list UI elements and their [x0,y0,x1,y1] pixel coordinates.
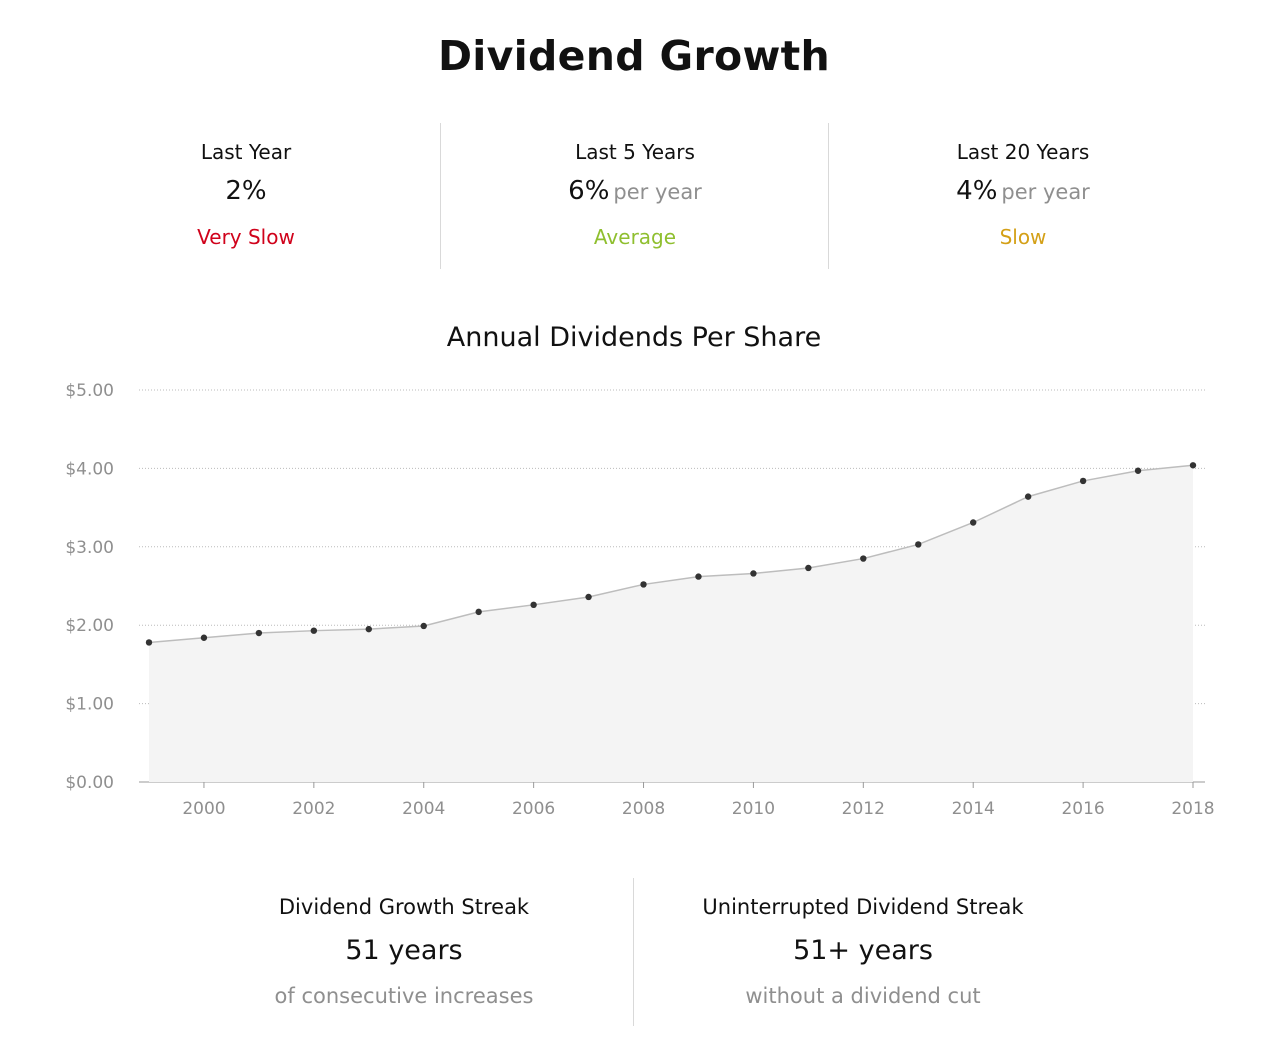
stat-rating: Very Slow [197,225,295,249]
y-tick-label: $2.00 [65,616,114,636]
chart-title: Annual Dividends Per Share [446,322,822,353]
data-point [200,634,208,641]
streak-label: Dividend Growth Streak [278,895,530,919]
data-point [475,608,482,616]
streak-label: Uninterrupted Dividend Streak [702,895,1024,919]
stat-rating: Average [593,225,677,249]
stat-value-suffix: per year [613,180,702,204]
data-point [695,573,702,580]
data-point [805,564,812,572]
page-title: Dividend Growth [437,32,831,80]
stat-last-20-years: Last 20 Years 4% per year Slow [828,123,1217,269]
streak-subtext: of consecutive increases [274,984,534,1008]
dividends-chart: $0.00 $1.00 $2.00 $3.00 $4.00 $5.00 2000 2002 20… [65,381,1214,819]
y-tick-label: $4.00 [65,459,114,479]
growth-stats: Last Year 2% Very Slow Last 5 Years 6% pe… [52,123,1216,269]
stat-value: 2% [52,176,440,206]
x-tick-label: 2016 [1061,799,1104,819]
stat-label: Last 20 Years [956,140,1090,164]
data-point [255,629,263,637]
stat-label: Last Year [200,140,292,164]
data-point [860,555,867,562]
streak-subtext: without a dividend cut [745,984,981,1008]
stat-label: Last 5 Years [575,140,695,164]
streak-stats: Dividend Growth Streak 51 years of conse… [175,878,1091,1026]
data-point [750,570,757,577]
y-tick-label: $3.00 [65,538,114,558]
data-point [1079,477,1087,485]
x-tick-label: 2002 [292,799,335,819]
x-tick-label: 2000 [182,799,225,819]
stat-value-number: 4% [956,176,998,206]
dividend-growth-streak: Dividend Growth Streak 51 years of conse… [175,878,633,1026]
streak-value: 51 years [345,935,463,966]
data-point [530,601,537,609]
data-point [1189,462,1197,469]
data-point [585,593,592,601]
series-area [149,465,1193,782]
stat-value: 4% per year [829,176,1217,206]
data-point [365,625,372,633]
stat-value: 6% per year [441,176,829,206]
stat-last-5-years: Last 5 Years 6% per year Average [440,123,829,269]
x-tick-label: 2008 [622,799,665,819]
stat-last-year: Last Year 2% Very Slow [52,123,440,269]
y-tick-label: $5.00 [65,381,114,401]
x-tick-label: 2004 [402,799,445,819]
stat-value-number: 6% [568,176,610,206]
stat-rating: Slow [999,225,1047,249]
data-point [970,519,977,526]
stat-value-suffix: per year [1001,180,1090,204]
data-point [640,581,647,588]
stat-value-number: 2% [225,176,267,206]
data-point [1134,467,1142,474]
x-tick-label: 2006 [512,799,555,819]
data-point [420,622,427,630]
x-tick-label: 2014 [952,799,995,819]
data-point [145,639,153,646]
data-point [310,627,318,634]
streak-value: 51+ years [793,935,933,966]
uninterrupted-dividend-streak: Uninterrupted Dividend Streak 51+ years … [633,878,1092,1026]
x-tick-label: 2018 [1171,799,1214,819]
x-tick-label: 2010 [732,799,775,819]
y-tick-label: $0.00 [65,773,114,793]
data-point [1024,493,1032,500]
series-line [148,464,1194,644]
y-tick-label: $1.00 [65,695,114,715]
data-point [915,541,922,548]
x-tick-label: 2012 [842,799,885,819]
